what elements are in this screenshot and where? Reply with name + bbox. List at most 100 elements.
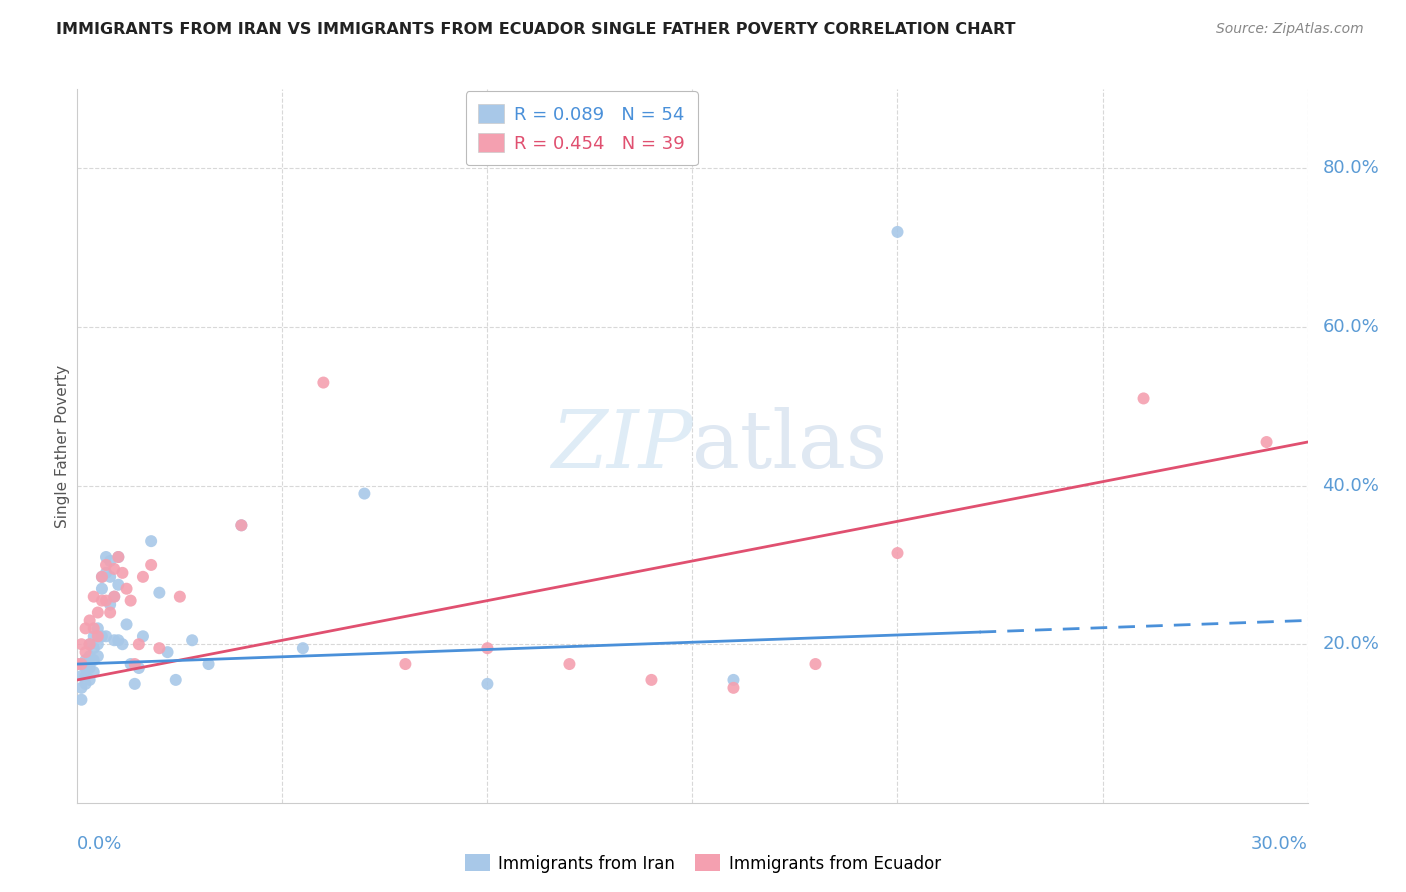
Text: 20.0%: 20.0% xyxy=(1323,635,1379,653)
Point xyxy=(165,673,187,687)
Point xyxy=(312,376,335,390)
Point xyxy=(169,590,191,604)
Point xyxy=(124,677,146,691)
Point xyxy=(141,558,163,572)
Point xyxy=(723,673,745,687)
Point xyxy=(94,549,117,564)
Point xyxy=(70,657,93,671)
Point xyxy=(70,657,93,671)
Point xyxy=(107,633,129,648)
Point xyxy=(75,661,97,675)
Point xyxy=(353,486,375,500)
Point xyxy=(98,606,121,620)
Point xyxy=(75,657,97,671)
Point xyxy=(103,633,125,648)
Point xyxy=(90,593,114,607)
Point xyxy=(75,621,97,635)
Point xyxy=(115,582,138,596)
Point xyxy=(79,657,101,671)
Point xyxy=(103,562,125,576)
Point xyxy=(98,554,121,568)
Point xyxy=(79,649,101,664)
Point xyxy=(75,645,97,659)
Text: 60.0%: 60.0% xyxy=(1323,318,1379,336)
Point xyxy=(141,534,163,549)
Point xyxy=(98,570,121,584)
Legend: Immigrants from Iran, Immigrants from Ecuador: Immigrants from Iran, Immigrants from Ec… xyxy=(458,847,948,880)
Point xyxy=(83,653,105,667)
Point xyxy=(66,657,89,671)
Text: ZIP: ZIP xyxy=(551,408,693,484)
Point xyxy=(94,629,117,643)
Point xyxy=(90,570,114,584)
Point xyxy=(128,661,150,675)
Text: IMMIGRANTS FROM IRAN VS IMMIGRANTS FROM ECUADOR SINGLE FATHER POVERTY CORRELATIO: IMMIGRANTS FROM IRAN VS IMMIGRANTS FROM … xyxy=(56,22,1015,37)
Point xyxy=(115,617,138,632)
Point xyxy=(640,673,662,687)
Point xyxy=(94,566,117,580)
Point xyxy=(87,637,110,651)
Point xyxy=(886,546,908,560)
Point xyxy=(477,641,499,656)
Point xyxy=(1132,392,1154,406)
Point xyxy=(70,637,93,651)
Legend: R = 0.089   N = 54, R = 0.454   N = 39: R = 0.089 N = 54, R = 0.454 N = 39 xyxy=(465,91,697,165)
Point xyxy=(83,590,105,604)
Point xyxy=(79,637,101,651)
Point xyxy=(477,677,499,691)
Point xyxy=(231,518,253,533)
Point xyxy=(70,692,93,706)
Point xyxy=(70,669,93,683)
Point xyxy=(111,637,134,651)
Point xyxy=(886,225,908,239)
Point xyxy=(83,629,105,643)
Point xyxy=(66,657,89,671)
Point xyxy=(107,549,129,564)
Y-axis label: Single Father Poverty: Single Father Poverty xyxy=(55,365,70,527)
Point xyxy=(79,614,101,628)
Point xyxy=(90,629,114,643)
Point xyxy=(75,653,97,667)
Point xyxy=(87,649,110,664)
Point xyxy=(83,665,105,679)
Point xyxy=(231,518,253,533)
Point xyxy=(87,606,110,620)
Point xyxy=(94,558,117,572)
Point xyxy=(103,590,125,604)
Text: Source: ZipAtlas.com: Source: ZipAtlas.com xyxy=(1216,22,1364,37)
Point xyxy=(79,661,101,675)
Point xyxy=(723,681,745,695)
Point xyxy=(103,590,125,604)
Text: 30.0%: 30.0% xyxy=(1251,835,1308,853)
Point xyxy=(107,578,129,592)
Point xyxy=(107,549,129,564)
Point xyxy=(394,657,416,671)
Point xyxy=(83,641,105,656)
Point xyxy=(87,621,110,635)
Text: 80.0%: 80.0% xyxy=(1323,160,1379,178)
Point xyxy=(132,570,155,584)
Point xyxy=(291,641,314,656)
Point xyxy=(75,677,97,691)
Point xyxy=(128,637,150,651)
Point xyxy=(120,593,142,607)
Point xyxy=(148,641,170,656)
Point xyxy=(558,657,581,671)
Point xyxy=(70,681,93,695)
Point xyxy=(124,657,146,671)
Point xyxy=(94,593,117,607)
Text: 40.0%: 40.0% xyxy=(1323,476,1379,495)
Point xyxy=(804,657,827,671)
Point xyxy=(87,629,110,643)
Point xyxy=(83,621,105,635)
Point xyxy=(98,598,121,612)
Point xyxy=(90,570,114,584)
Text: 0.0%: 0.0% xyxy=(77,835,122,853)
Point xyxy=(79,673,101,687)
Point xyxy=(90,582,114,596)
Point xyxy=(1256,435,1278,450)
Point xyxy=(79,637,101,651)
Point xyxy=(181,633,204,648)
Point xyxy=(120,657,142,671)
Point xyxy=(197,657,219,671)
